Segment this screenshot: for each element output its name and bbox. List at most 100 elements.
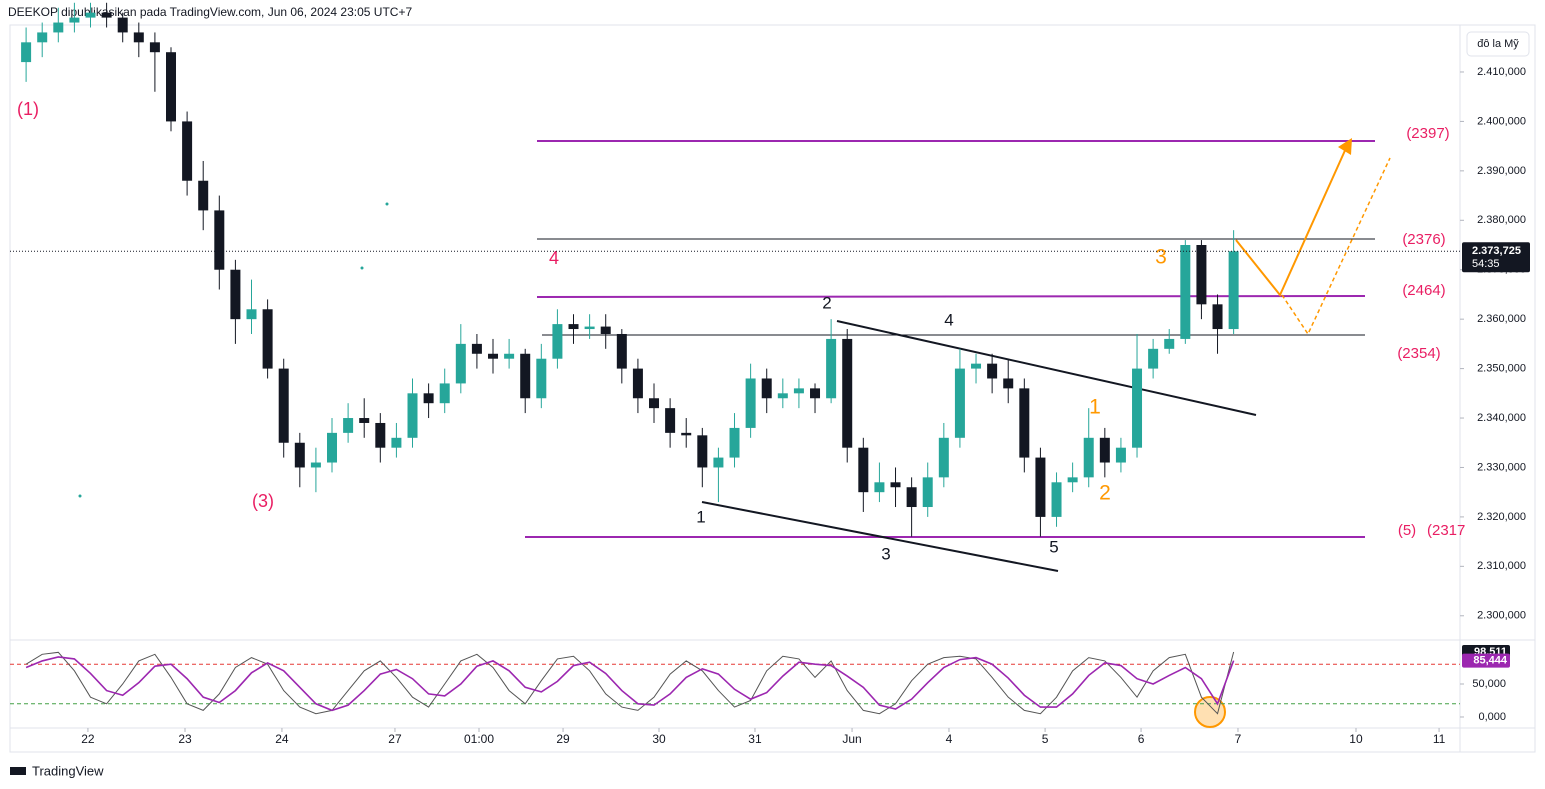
candle-body xyxy=(777,393,788,399)
wave-label: 1 xyxy=(1089,396,1101,419)
x-tick-label: 23 xyxy=(178,732,192,746)
wave-label: 3 xyxy=(1155,246,1167,269)
candle-body xyxy=(69,17,80,23)
header: DEEKOP dipublikasikan pada TradingView.c… xyxy=(8,5,412,19)
annotation: (2354) xyxy=(1397,345,1440,362)
dot xyxy=(360,266,364,270)
brand: TradingView xyxy=(32,763,104,778)
candle-body xyxy=(874,482,885,493)
candle-body xyxy=(890,482,901,488)
candle-body xyxy=(1051,482,1062,517)
x-tick-label: 01:00 xyxy=(464,732,494,746)
candle-body xyxy=(246,309,257,320)
x-tick-label: 7 xyxy=(1235,732,1242,746)
y-tick-label: 2.390,000 xyxy=(1477,165,1526,177)
candle-body xyxy=(117,17,128,33)
annotation: (2376) xyxy=(1402,231,1445,248)
candle-body xyxy=(375,422,386,448)
candle-body xyxy=(455,343,466,384)
candle-body xyxy=(504,353,515,359)
y-tick-label: 2.410,000 xyxy=(1477,66,1526,78)
candle-body xyxy=(391,437,402,448)
candle-body xyxy=(971,363,982,369)
x-tick-label: 27 xyxy=(388,732,402,746)
candle-body xyxy=(1019,388,1030,458)
countdown: 54:35 xyxy=(1472,258,1500,270)
candle-body xyxy=(761,378,772,399)
candle-body xyxy=(182,121,193,181)
candle-body xyxy=(987,363,998,379)
wave-label: 2 xyxy=(822,293,831,312)
candle-body xyxy=(616,333,627,369)
candle-body xyxy=(37,32,48,43)
annotation: (3) xyxy=(252,491,274,511)
candle-body xyxy=(1212,304,1223,330)
x-tick-label: 30 xyxy=(652,732,666,746)
x-tick-label: 10 xyxy=(1349,732,1363,746)
candle-body xyxy=(858,447,869,493)
wave-label: 4 xyxy=(944,310,953,329)
candle-body xyxy=(198,180,209,211)
x-tick-label: 24 xyxy=(275,732,289,746)
last-price-box xyxy=(1462,242,1530,273)
candles xyxy=(21,2,1239,537)
candle-body xyxy=(649,398,660,409)
candle-body xyxy=(1003,378,1014,389)
currency[interactable]: đô la Mỹ xyxy=(1477,38,1519,50)
oscillator-tick-label: 50,000 xyxy=(1472,678,1506,690)
x-tick-label: 29 xyxy=(556,732,570,746)
x-tick-label: Jun xyxy=(842,732,861,746)
candle-body xyxy=(745,378,756,428)
candle-body xyxy=(922,477,933,508)
candle-body xyxy=(166,52,177,122)
currency-button[interactable] xyxy=(1466,31,1530,57)
candle-body xyxy=(1067,477,1078,483)
candle-body xyxy=(1083,437,1094,478)
candle-body xyxy=(793,388,804,394)
oscillator-tick-label: 0,000 xyxy=(1478,711,1506,723)
candle-body xyxy=(133,32,144,43)
candle-body xyxy=(439,383,450,404)
candle-body xyxy=(954,368,965,438)
candle-body xyxy=(101,12,112,18)
candle-body xyxy=(1180,245,1191,339)
dot xyxy=(385,202,389,206)
y-tick-label: 2.380,000 xyxy=(1477,214,1526,226)
forecast-path xyxy=(1235,145,1348,297)
x-tick-label: 31 xyxy=(748,732,762,746)
candle-body xyxy=(520,353,531,399)
y-tick-label: 2.340,000 xyxy=(1477,412,1526,424)
candle-body xyxy=(810,388,821,399)
arrow-head xyxy=(1338,138,1352,155)
wave-label: 2 xyxy=(1099,482,1111,505)
annotation: (1) xyxy=(17,99,39,119)
candle-body xyxy=(343,418,354,433)
x-tick-label: 4 xyxy=(946,732,953,746)
x-tick-label: 22 xyxy=(81,732,95,746)
wave-label: 1 xyxy=(696,507,705,526)
annotations: (1) (3) 4 (2397) (2376) (2464) (2354) (5… xyxy=(17,99,1465,564)
annotation: (2397) xyxy=(1406,125,1449,142)
candle-body xyxy=(713,457,724,468)
candle-body xyxy=(1196,245,1207,305)
candle-body xyxy=(632,368,643,399)
candle-body xyxy=(536,358,547,399)
wave-label: 3 xyxy=(881,544,890,563)
candle-body xyxy=(294,442,305,468)
y-tick-label: 2.300,000 xyxy=(1477,610,1526,622)
y-tick-label: 2.360,000 xyxy=(1477,313,1526,325)
candle-body xyxy=(681,432,692,436)
candle-body xyxy=(407,393,418,438)
candle-body xyxy=(584,326,595,330)
candle-body xyxy=(262,309,273,369)
candle-body xyxy=(230,269,241,320)
y-tick-label: 2.350,000 xyxy=(1477,363,1526,375)
candle-body xyxy=(1132,368,1143,448)
candle-body xyxy=(938,437,949,478)
brand-logo xyxy=(10,767,26,775)
x-tick-label: 11 xyxy=(1433,732,1446,746)
oscillator-line xyxy=(25,656,1235,712)
forecast-path-alt xyxy=(1281,157,1391,336)
